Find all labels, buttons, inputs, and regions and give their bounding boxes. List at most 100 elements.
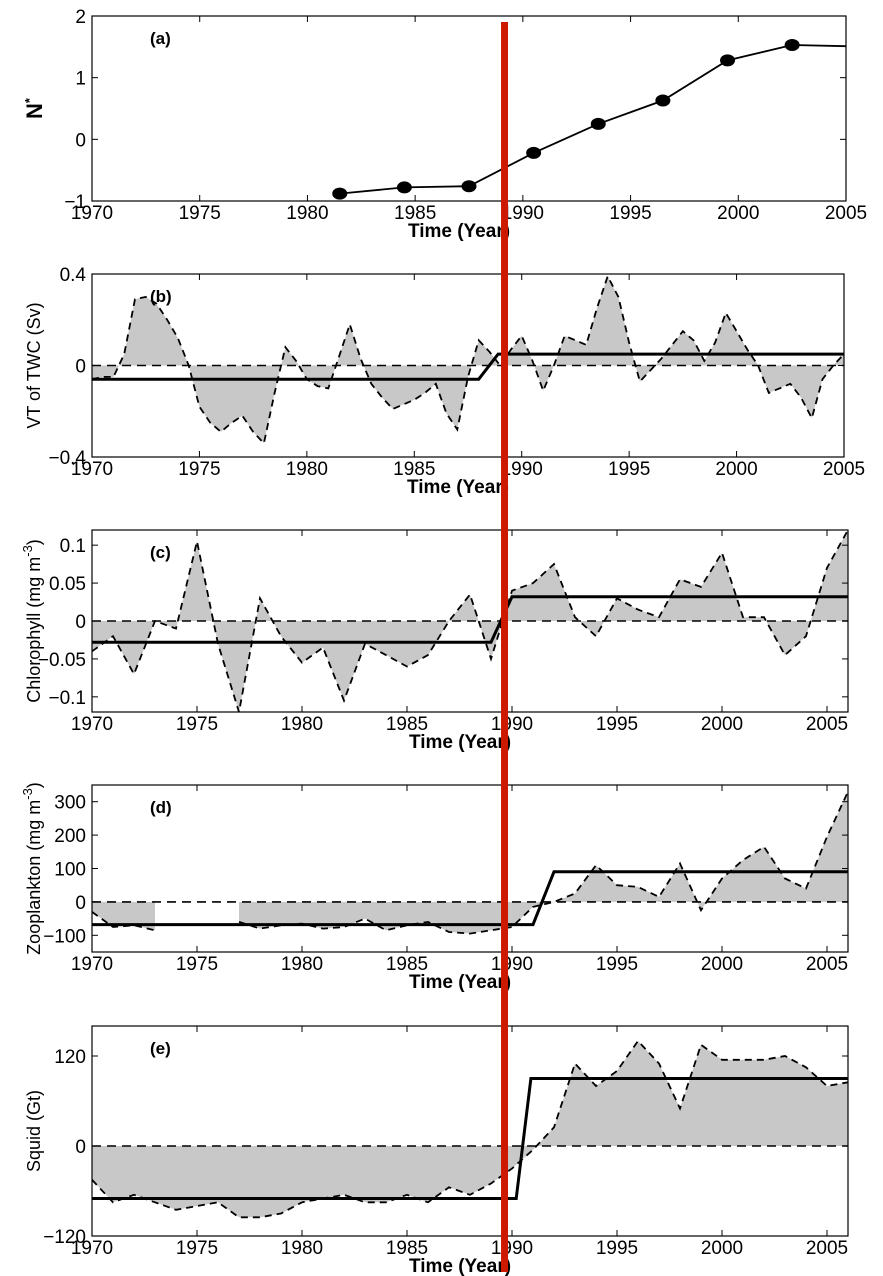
y-axis-label-text: N [22, 103, 47, 119]
y-tick-label: −120 [43, 1227, 86, 1248]
data-layer [92, 791, 848, 935]
y-tick-label: −0.05 [38, 650, 86, 671]
y-axis-label-suffix: ) [24, 539, 44, 545]
y-tick-label: 200 [54, 826, 86, 847]
x-tick-label: 1985 [386, 954, 428, 975]
panel-a: 1970 1975 1980 1985 1990 1995 2000 2005 −1 0 1 2 (a)… [22, 7, 867, 242]
axes-box [91, 15, 847, 202]
data-point [332, 187, 348, 200]
x-tick-label: 2000 [701, 714, 743, 735]
y-axis-label-superscript: -3 [20, 545, 35, 557]
data-point [720, 54, 736, 67]
regime-shift-line [92, 352, 844, 381]
x-tick-label: 1995 [596, 714, 638, 735]
panel-label: (d) [150, 798, 172, 817]
panel-label: (c) [150, 543, 171, 562]
panel-label: (a) [150, 29, 171, 48]
x-tick-label: 1970 [71, 954, 113, 975]
x-tick-label: 1975 [176, 1238, 218, 1259]
y-axis-label: Zooplankton (mg m-3) [20, 782, 44, 955]
x-axis-label: Time (Year) [409, 732, 511, 753]
anomaly-line-0 [92, 911, 156, 932]
x-tick-label: 2005 [806, 1238, 848, 1259]
data-point [590, 117, 606, 130]
x-axis-label: Time (Year) [409, 972, 511, 993]
anomaly-fill-0 [92, 1041, 848, 1218]
x-tick-label: 1975 [179, 203, 221, 224]
y-tick-label: 1 [75, 69, 86, 90]
y-axis-label-text: Zooplankton (mg m [24, 800, 44, 955]
y-tick-label: 120 [54, 1047, 86, 1068]
x-tick-label: 1990 [501, 459, 543, 480]
data-point [784, 38, 800, 51]
y-axis-label: N* [22, 97, 47, 119]
y-axis-label: Squid (Gt) [24, 1090, 44, 1172]
y-axis-label-superscript: * [22, 97, 37, 103]
x-tick-label: 1975 [176, 954, 218, 975]
x-tick-label: 1980 [281, 954, 323, 975]
data-layer [92, 1039, 848, 1219]
x-tick-label: 2005 [806, 714, 848, 735]
y-tick-label: 300 [54, 793, 86, 814]
x-tick-label: 2000 [717, 203, 759, 224]
panel-d: 1970 1975 1980 1985 1990 1995 2000 2005−1000100… [20, 782, 849, 993]
x-tick-label: 2005 [806, 954, 848, 975]
y-axis-label-suffix: ) [24, 782, 44, 788]
x-tick-label: 1980 [281, 1238, 323, 1259]
y-tick-label: 0.4 [60, 265, 87, 286]
anomaly-line-0 [92, 1039, 848, 1219]
anomaly-fill-0 [92, 276, 844, 444]
x-tick-label: 2005 [823, 459, 865, 480]
y-tick-label: −1 [64, 192, 86, 213]
data-point [655, 94, 671, 107]
y-axis-label-text: VT of TWC (Sv) [24, 302, 44, 428]
x-tick-label: 1980 [281, 714, 323, 735]
regime-shift-line [92, 1077, 848, 1200]
panel-e: 1970 1975 1980 1985 1990 1995 2000 2005−1200120… [24, 1025, 849, 1276]
data-layer [92, 530, 848, 712]
x-axis-label: Time (Year) [407, 477, 509, 498]
x-tick-label: 2000 [715, 459, 757, 480]
anomaly-line-0 [92, 274, 844, 446]
panel-c: 1970 1975 1980 1985 1990 1995 2000 2005−0.1−0.0… [20, 529, 849, 753]
x-tick-label: 1970 [71, 1238, 113, 1259]
data-point [461, 180, 477, 193]
x-tick-label: 1985 [393, 459, 435, 480]
axes-box [91, 1025, 849, 1237]
x-tick-label: 1995 [608, 459, 650, 480]
y-tick-label: −0.1 [48, 688, 86, 709]
y-tick-label: 0 [75, 893, 86, 914]
y-tick-label: −100 [43, 926, 86, 947]
anomaly-fill-1 [239, 791, 848, 934]
y-tick-label: 2 [75, 7, 86, 28]
x-tick-label: 1980 [286, 459, 328, 480]
anomaly-line-1 [238, 791, 848, 935]
x-tick-label: 1975 [178, 459, 220, 480]
y-tick-label: 0.1 [60, 536, 86, 557]
y-axis-label: VT of TWC (Sv) [24, 302, 44, 428]
x-tick-label: 1995 [596, 954, 638, 975]
y-tick-label: 0 [75, 130, 86, 151]
x-tick-label: 1995 [596, 1238, 638, 1259]
x-tick-label: 1985 [386, 1238, 428, 1259]
x-tick-label: 1970 [71, 203, 113, 224]
x-tick-label: 1975 [176, 714, 218, 735]
x-tick-label: 1970 [71, 714, 113, 735]
data-layer [92, 274, 844, 446]
panel-label: (b) [150, 287, 172, 306]
x-axis-label: Time (Year) [408, 221, 510, 242]
x-tick-label: 1985 [394, 203, 436, 224]
panel-label: (e) [150, 1039, 171, 1058]
y-tick-label: 0.05 [49, 574, 86, 595]
y-tick-label: 0 [75, 1137, 86, 1158]
nstar-line [339, 44, 846, 195]
x-axis-label: Time (Year) [409, 1256, 511, 1276]
data-layer [332, 38, 846, 200]
x-tick-label: 2000 [701, 954, 743, 975]
x-tick-label: 2005 [825, 203, 867, 224]
y-tick-label: 0 [75, 357, 86, 378]
y-axis-label-superscript: -3 [20, 788, 35, 800]
y-tick-label: −0.4 [48, 448, 86, 469]
y-axis-label-text: Squid (Gt) [24, 1090, 44, 1172]
